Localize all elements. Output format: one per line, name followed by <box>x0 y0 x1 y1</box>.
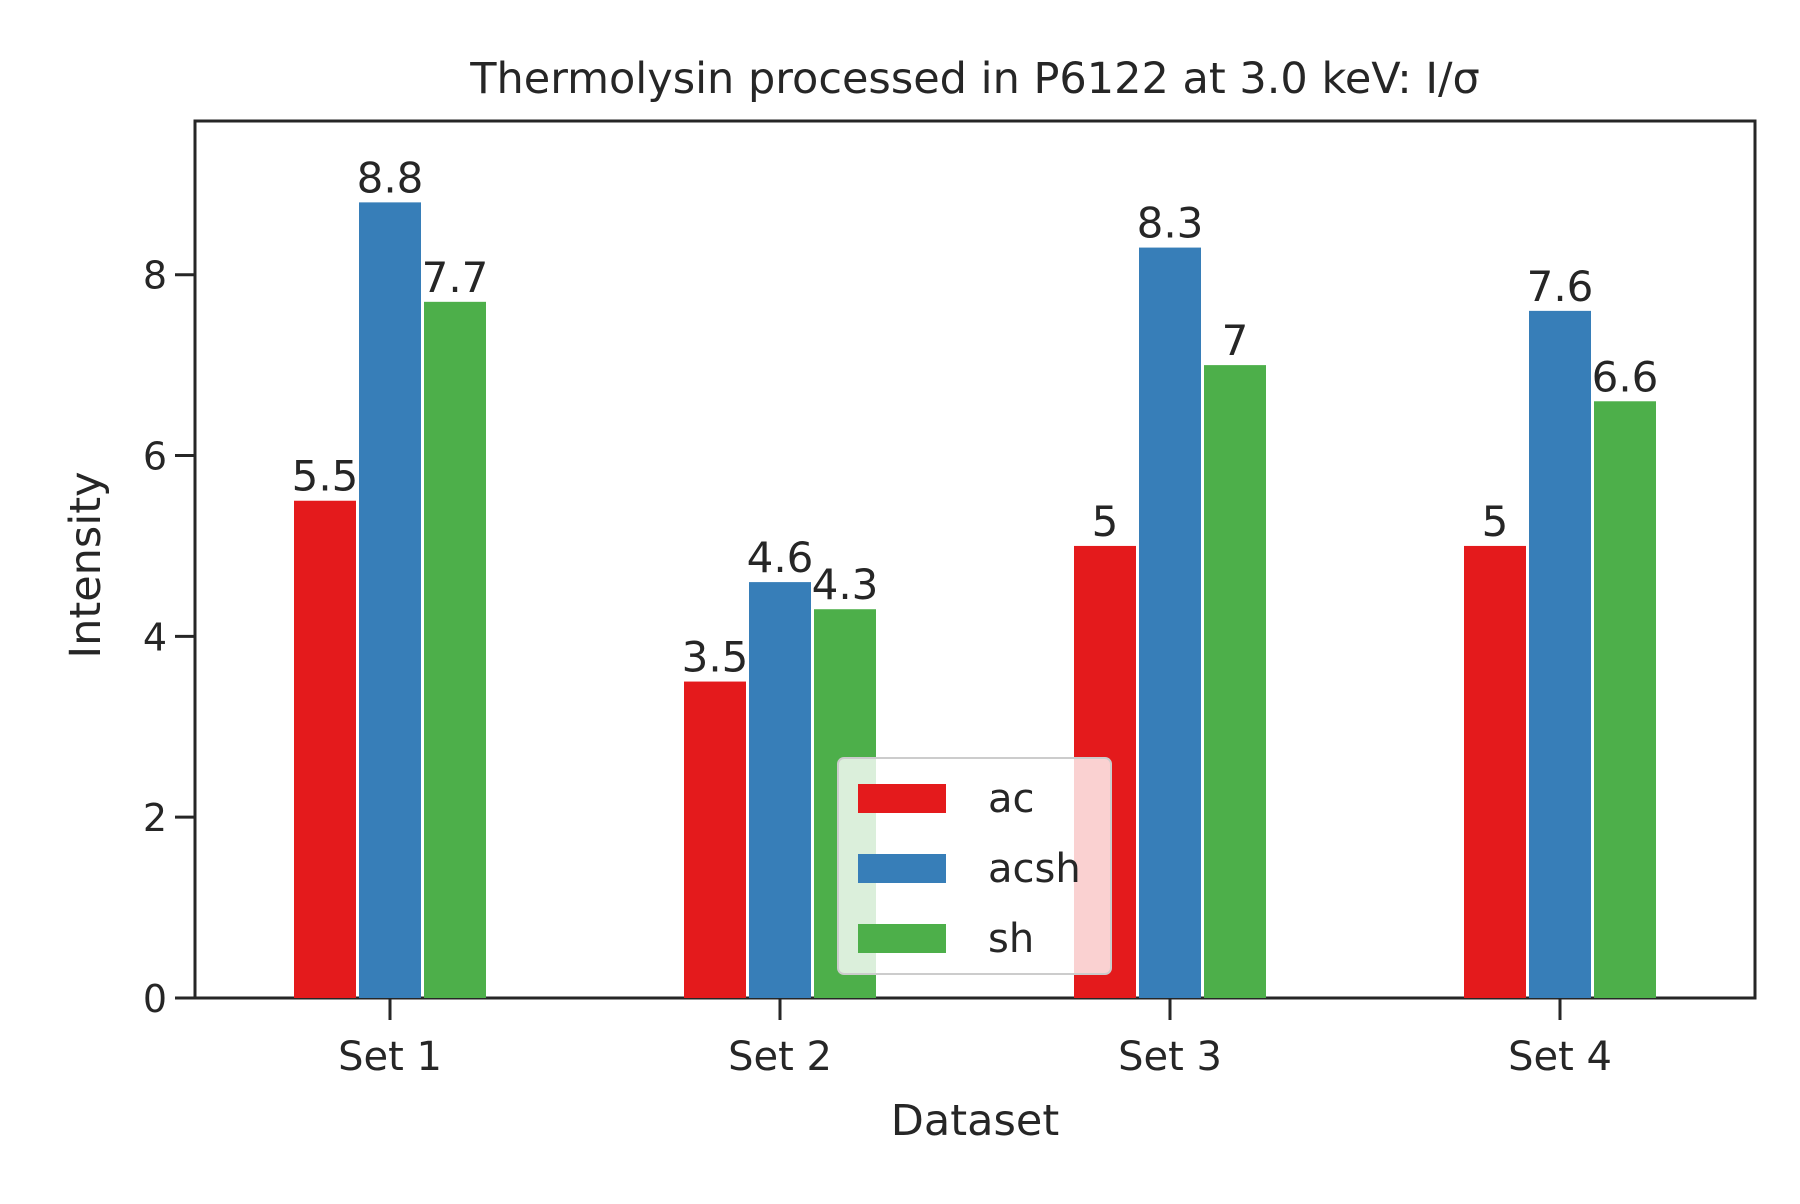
bar-sh-3 <box>1594 401 1656 999</box>
bar-ac-1 <box>684 681 746 998</box>
bar-label-ac-0: 5.5 <box>292 452 359 501</box>
bar-label-acsh-1: 4.6 <box>747 533 814 582</box>
bar-label-sh-0: 7.7 <box>422 253 489 302</box>
x-tick-label: Set 2 <box>728 1034 832 1080</box>
y-tick-label: 4 <box>143 615 167 659</box>
x-axis: Set 1 Set 2 Set 3 Set 4 <box>338 998 1612 1080</box>
bar-label-sh-1: 4.3 <box>812 560 879 609</box>
y-tick-label: 2 <box>143 796 167 840</box>
legend-swatch-sh <box>858 924 946 953</box>
legend-label-ac: ac <box>988 776 1035 822</box>
y-axis-label: Intensity <box>61 471 111 658</box>
bar-label-acsh-0: 8.8 <box>357 153 424 202</box>
bar-acsh-2 <box>1139 247 1201 998</box>
bar-label-sh-2: 7 <box>1222 316 1249 365</box>
legend-label-acsh: acsh <box>988 846 1081 892</box>
x-tick-label: Set 3 <box>1118 1034 1222 1080</box>
chart-title: Thermolysin processed in P6122 at 3.0 ke… <box>469 54 1480 104</box>
bar-label-ac-3: 5 <box>1482 497 1509 546</box>
legend-swatch-ac <box>858 784 946 813</box>
bar-label-sh-3: 6.6 <box>1592 352 1659 401</box>
bar-acsh-0 <box>359 202 421 998</box>
legend: ac acsh sh <box>837 757 1112 975</box>
x-axis-label: Dataset <box>891 1096 1059 1146</box>
y-tick-label: 0 <box>143 977 167 1021</box>
x-tick-label: Set 4 <box>1508 1034 1612 1080</box>
bar-label-acsh-3: 7.6 <box>1527 262 1594 311</box>
bar-ac-3 <box>1464 545 1526 998</box>
bar-sh-0 <box>424 301 486 999</box>
bar-label-acsh-2: 8.3 <box>1137 199 1204 248</box>
legend-label-sh: sh <box>988 916 1034 962</box>
bar-value-labels: 5.5 8.8 7.7 3.5 4.64.3 5 8.3 7 5 7.6 6.6 <box>292 153 1659 681</box>
bar-sh-2 <box>1204 365 1266 998</box>
bar-ac-0 <box>294 500 356 998</box>
y-tick-label: 8 <box>143 254 167 298</box>
y-axis: 0 2 4 6 8 <box>143 254 195 1021</box>
bar-acsh-1 <box>749 582 811 998</box>
y-tick-label: 6 <box>143 435 167 479</box>
legend-swatch-acsh <box>858 854 946 883</box>
x-tick-label: Set 1 <box>338 1034 442 1080</box>
bar-label-ac-1: 3.5 <box>682 633 749 682</box>
bar-acsh-3 <box>1529 310 1591 998</box>
bar-label-ac-2: 5 <box>1092 497 1119 546</box>
